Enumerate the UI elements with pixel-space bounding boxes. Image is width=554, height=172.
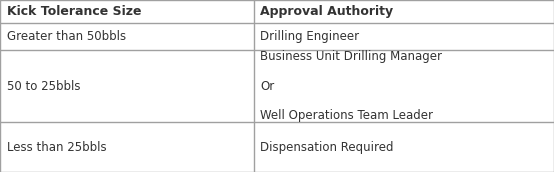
Text: Approval Authority: Approval Authority	[260, 5, 393, 18]
Text: Business Unit Drilling Manager: Business Unit Drilling Manager	[260, 50, 443, 63]
Text: Greater than 50bbls: Greater than 50bbls	[7, 30, 126, 43]
Text: Well Operations Team Leader: Well Operations Team Leader	[260, 109, 433, 122]
Text: Dispensation Required: Dispensation Required	[260, 141, 394, 154]
Text: Less than 25bbls: Less than 25bbls	[7, 141, 106, 154]
Text: 50 to 25bbls: 50 to 25bbls	[7, 79, 80, 93]
Text: Or: Or	[260, 79, 275, 93]
Text: Kick Tolerance Size: Kick Tolerance Size	[7, 5, 141, 18]
Text: Drilling Engineer: Drilling Engineer	[260, 30, 360, 43]
